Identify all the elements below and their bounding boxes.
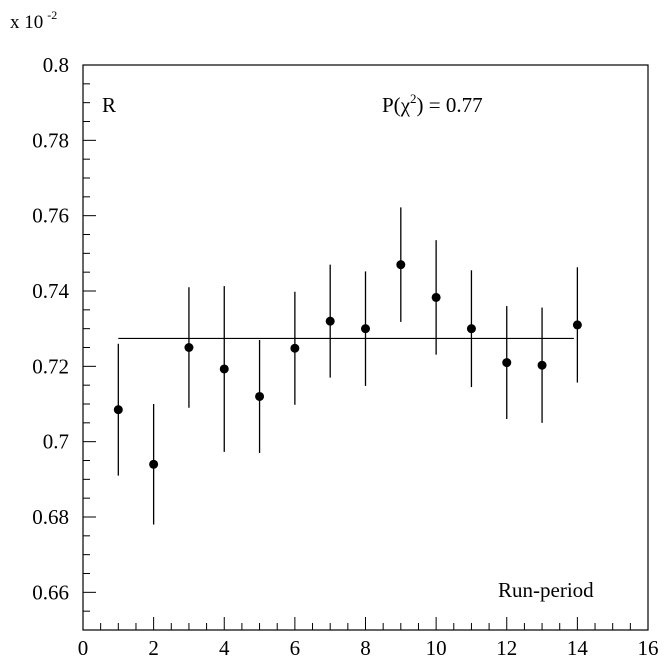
point-marker — [431, 292, 441, 302]
data-point — [572, 267, 582, 383]
point-marker — [572, 320, 582, 330]
annotation-suffix: ) = 0.77 — [417, 93, 483, 117]
point-marker — [113, 405, 123, 415]
point-marker — [537, 360, 547, 370]
annotation-prefix: P( — [382, 93, 401, 117]
annotation-sup: 2 — [410, 91, 417, 106]
data-point — [290, 291, 300, 405]
point-marker — [466, 324, 476, 334]
y-tick-label: 0.78 — [32, 128, 69, 152]
x-tick-label: 16 — [638, 636, 659, 660]
point-marker — [361, 324, 370, 334]
point-marker — [149, 459, 159, 469]
y-scale-label: x 10 -2 — [10, 8, 57, 33]
y-tick-label: 0.72 — [32, 354, 69, 378]
data-point — [431, 240, 441, 355]
data-point — [219, 286, 229, 452]
annotation-chi: χ — [400, 93, 411, 117]
x-tick-label: 4 — [219, 636, 230, 660]
y-tick-label: 0.76 — [32, 204, 69, 228]
x-tick-label: 6 — [290, 636, 301, 660]
data-point — [502, 306, 512, 420]
data-point — [149, 404, 159, 525]
x-tick-label: 0 — [78, 636, 89, 660]
x-tick-label: 10 — [426, 636, 447, 660]
y-tick-label: 0.66 — [32, 580, 69, 604]
x-tick-label: 8 — [360, 636, 371, 660]
data-point — [537, 307, 547, 423]
point-marker — [396, 260, 406, 270]
data-point — [466, 270, 476, 388]
point-marker — [255, 391, 265, 401]
data-points — [113, 207, 582, 525]
data-point — [361, 271, 370, 386]
point-marker — [290, 343, 300, 353]
data-point — [184, 287, 194, 408]
x-tick-labels: 0 2 4 6 8 10 12 14 16 — [78, 636, 659, 660]
data-point — [255, 339, 265, 453]
point-marker — [325, 316, 335, 326]
y-tick-label: 0.7 — [43, 430, 69, 454]
annotation-chi2: P(χ2) = 0.77 — [382, 91, 483, 117]
point-marker — [184, 343, 194, 352]
y-tick-label: 0.68 — [32, 505, 69, 529]
x-tick-label: 14 — [567, 636, 589, 660]
data-point — [113, 343, 123, 476]
x-axis-label: Run-period — [498, 578, 594, 602]
x-tick-label: 12 — [496, 636, 517, 660]
data-point — [396, 207, 406, 322]
y-scale-base: x 10 — [10, 12, 43, 33]
y-tick-label: 0.8 — [43, 53, 69, 77]
y-scale-exponent: -2 — [47, 8, 57, 22]
axis-ticks — [82, 64, 649, 631]
point-marker — [219, 364, 229, 374]
data-point — [325, 264, 335, 378]
y-axis-label: R — [102, 93, 116, 117]
y-tick-labels: 0.66 0.68 0.7 0.72 0.74 0.76 0.78 0.8 — [32, 53, 69, 604]
point-marker — [502, 358, 512, 368]
y-tick-label: 0.74 — [32, 279, 69, 303]
x-tick-label: 2 — [148, 636, 159, 660]
